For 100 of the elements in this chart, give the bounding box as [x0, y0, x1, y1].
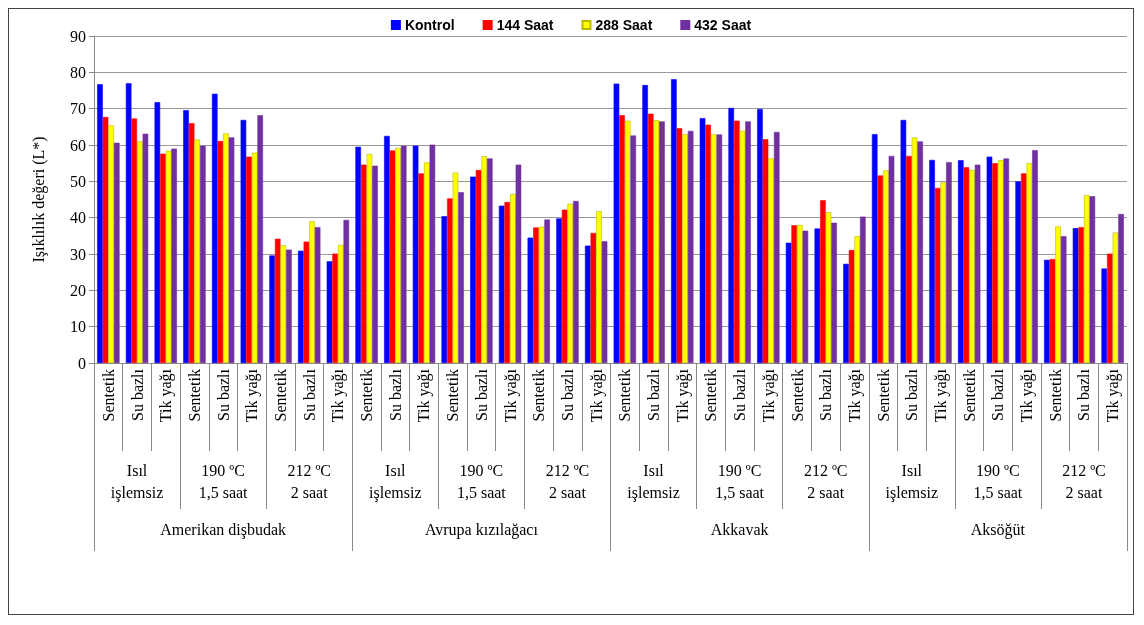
bar — [280, 245, 287, 363]
bar — [974, 164, 981, 363]
x-tick-label: Sentetik — [99, 369, 117, 422]
bar — [1089, 196, 1096, 363]
text: 190 ºC 1,5 saat — [456, 461, 507, 501]
bar — [1032, 150, 1038, 363]
x-tick-label: Su bazlı — [128, 368, 146, 421]
y-tick-label: 0 — [78, 354, 86, 372]
bar — [515, 164, 522, 363]
bar — [188, 123, 195, 363]
bar — [544, 219, 550, 363]
bar — [269, 255, 275, 363]
y-axis-title: Işıklılık değeri (L*) — [29, 136, 48, 263]
bar — [142, 133, 149, 363]
bar — [997, 160, 1004, 363]
bar — [343, 219, 350, 363]
bar — [710, 134, 717, 363]
bar — [619, 115, 625, 363]
x-tick-label: Su bazlı — [645, 368, 663, 421]
bar — [1072, 228, 1079, 363]
text: Isıl işlemsiz — [627, 461, 680, 502]
text: 212 ºC 2 saat — [803, 461, 848, 501]
x-tick-label: Sentetik — [616, 369, 634, 422]
x-tick-label: Su bazlı — [989, 368, 1007, 421]
text: 212 ºC 2 saat — [287, 461, 332, 501]
x-tick-label: Tik yağı — [1018, 368, 1037, 423]
bar — [274, 238, 281, 363]
bar — [946, 162, 952, 363]
bar — [314, 227, 321, 363]
x-tick-label: Su bazlı — [386, 368, 404, 421]
bar — [705, 124, 711, 363]
bar — [326, 261, 333, 363]
bar — [797, 224, 803, 363]
text: Isıl işlemsiz — [885, 461, 939, 502]
text: Aksöğüt — [970, 520, 1026, 539]
x-tick-label: Tik yağı — [673, 368, 692, 423]
y-tick-label: 20 — [70, 281, 86, 299]
bar — [848, 250, 855, 363]
x-tick-label: Tik yağı — [243, 368, 262, 423]
bar — [1107, 253, 1113, 363]
bar — [458, 192, 464, 363]
x-tick-label: Su bazlı — [558, 368, 576, 421]
bar — [298, 250, 304, 363]
bar — [194, 139, 201, 363]
y-tick-label: 10 — [70, 318, 86, 336]
bar — [355, 146, 361, 363]
bar — [567, 203, 574, 363]
bar — [814, 228, 821, 363]
bar — [728, 107, 735, 363]
text: Amerikan dişbudak — [160, 520, 286, 539]
bar — [716, 134, 723, 363]
bar — [699, 118, 706, 363]
bar — [400, 145, 407, 363]
bar — [831, 222, 837, 363]
bar — [1083, 195, 1090, 363]
x-tick-label: Su bazlı — [731, 368, 749, 421]
bar — [734, 120, 740, 363]
x-tick-label: Su bazlı — [472, 368, 490, 421]
bar — [183, 110, 189, 363]
bar — [470, 176, 476, 363]
bar — [659, 121, 665, 363]
bar — [601, 241, 608, 363]
x-tick-label: Tik yağı — [845, 368, 864, 423]
bar — [825, 212, 832, 363]
x-tick-label: Tik yağı — [587, 368, 606, 423]
bar — [97, 84, 103, 363]
bar — [653, 120, 660, 363]
bar — [452, 172, 459, 363]
bar — [900, 119, 907, 363]
x-tick-label: Sentetik — [702, 369, 720, 422]
bar — [131, 118, 138, 363]
bar — [447, 198, 453, 363]
bar — [860, 216, 866, 363]
bar — [785, 242, 792, 363]
bar — [883, 170, 889, 363]
bar — [504, 202, 511, 363]
bar — [527, 237, 534, 363]
bar — [395, 147, 401, 363]
x-tick-label: Tik yağı — [501, 368, 520, 423]
text: 212 ºC 2 saat — [1062, 461, 1106, 501]
bar — [573, 200, 579, 363]
bar — [871, 134, 878, 363]
bar — [533, 227, 539, 363]
bar — [911, 137, 918, 363]
text: 190 ºC 1,5 saat — [715, 461, 765, 501]
bar — [309, 221, 315, 363]
bar — [1055, 226, 1061, 363]
bar — [1118, 214, 1124, 363]
bar — [412, 145, 419, 363]
x-tick-label: Sentetik — [358, 369, 376, 422]
bar — [768, 158, 774, 363]
bar — [108, 125, 114, 363]
y-tick-label: 50 — [70, 172, 86, 190]
x-tick-label: Tik yağı — [931, 368, 950, 423]
bar — [888, 155, 895, 363]
bar — [125, 83, 132, 363]
legend-label: 432 Saat — [694, 17, 752, 33]
bar — [1101, 268, 1108, 363]
text: 212 ºC 2 saat — [545, 461, 590, 501]
x-tick-label: Su bazlı — [1075, 368, 1093, 421]
